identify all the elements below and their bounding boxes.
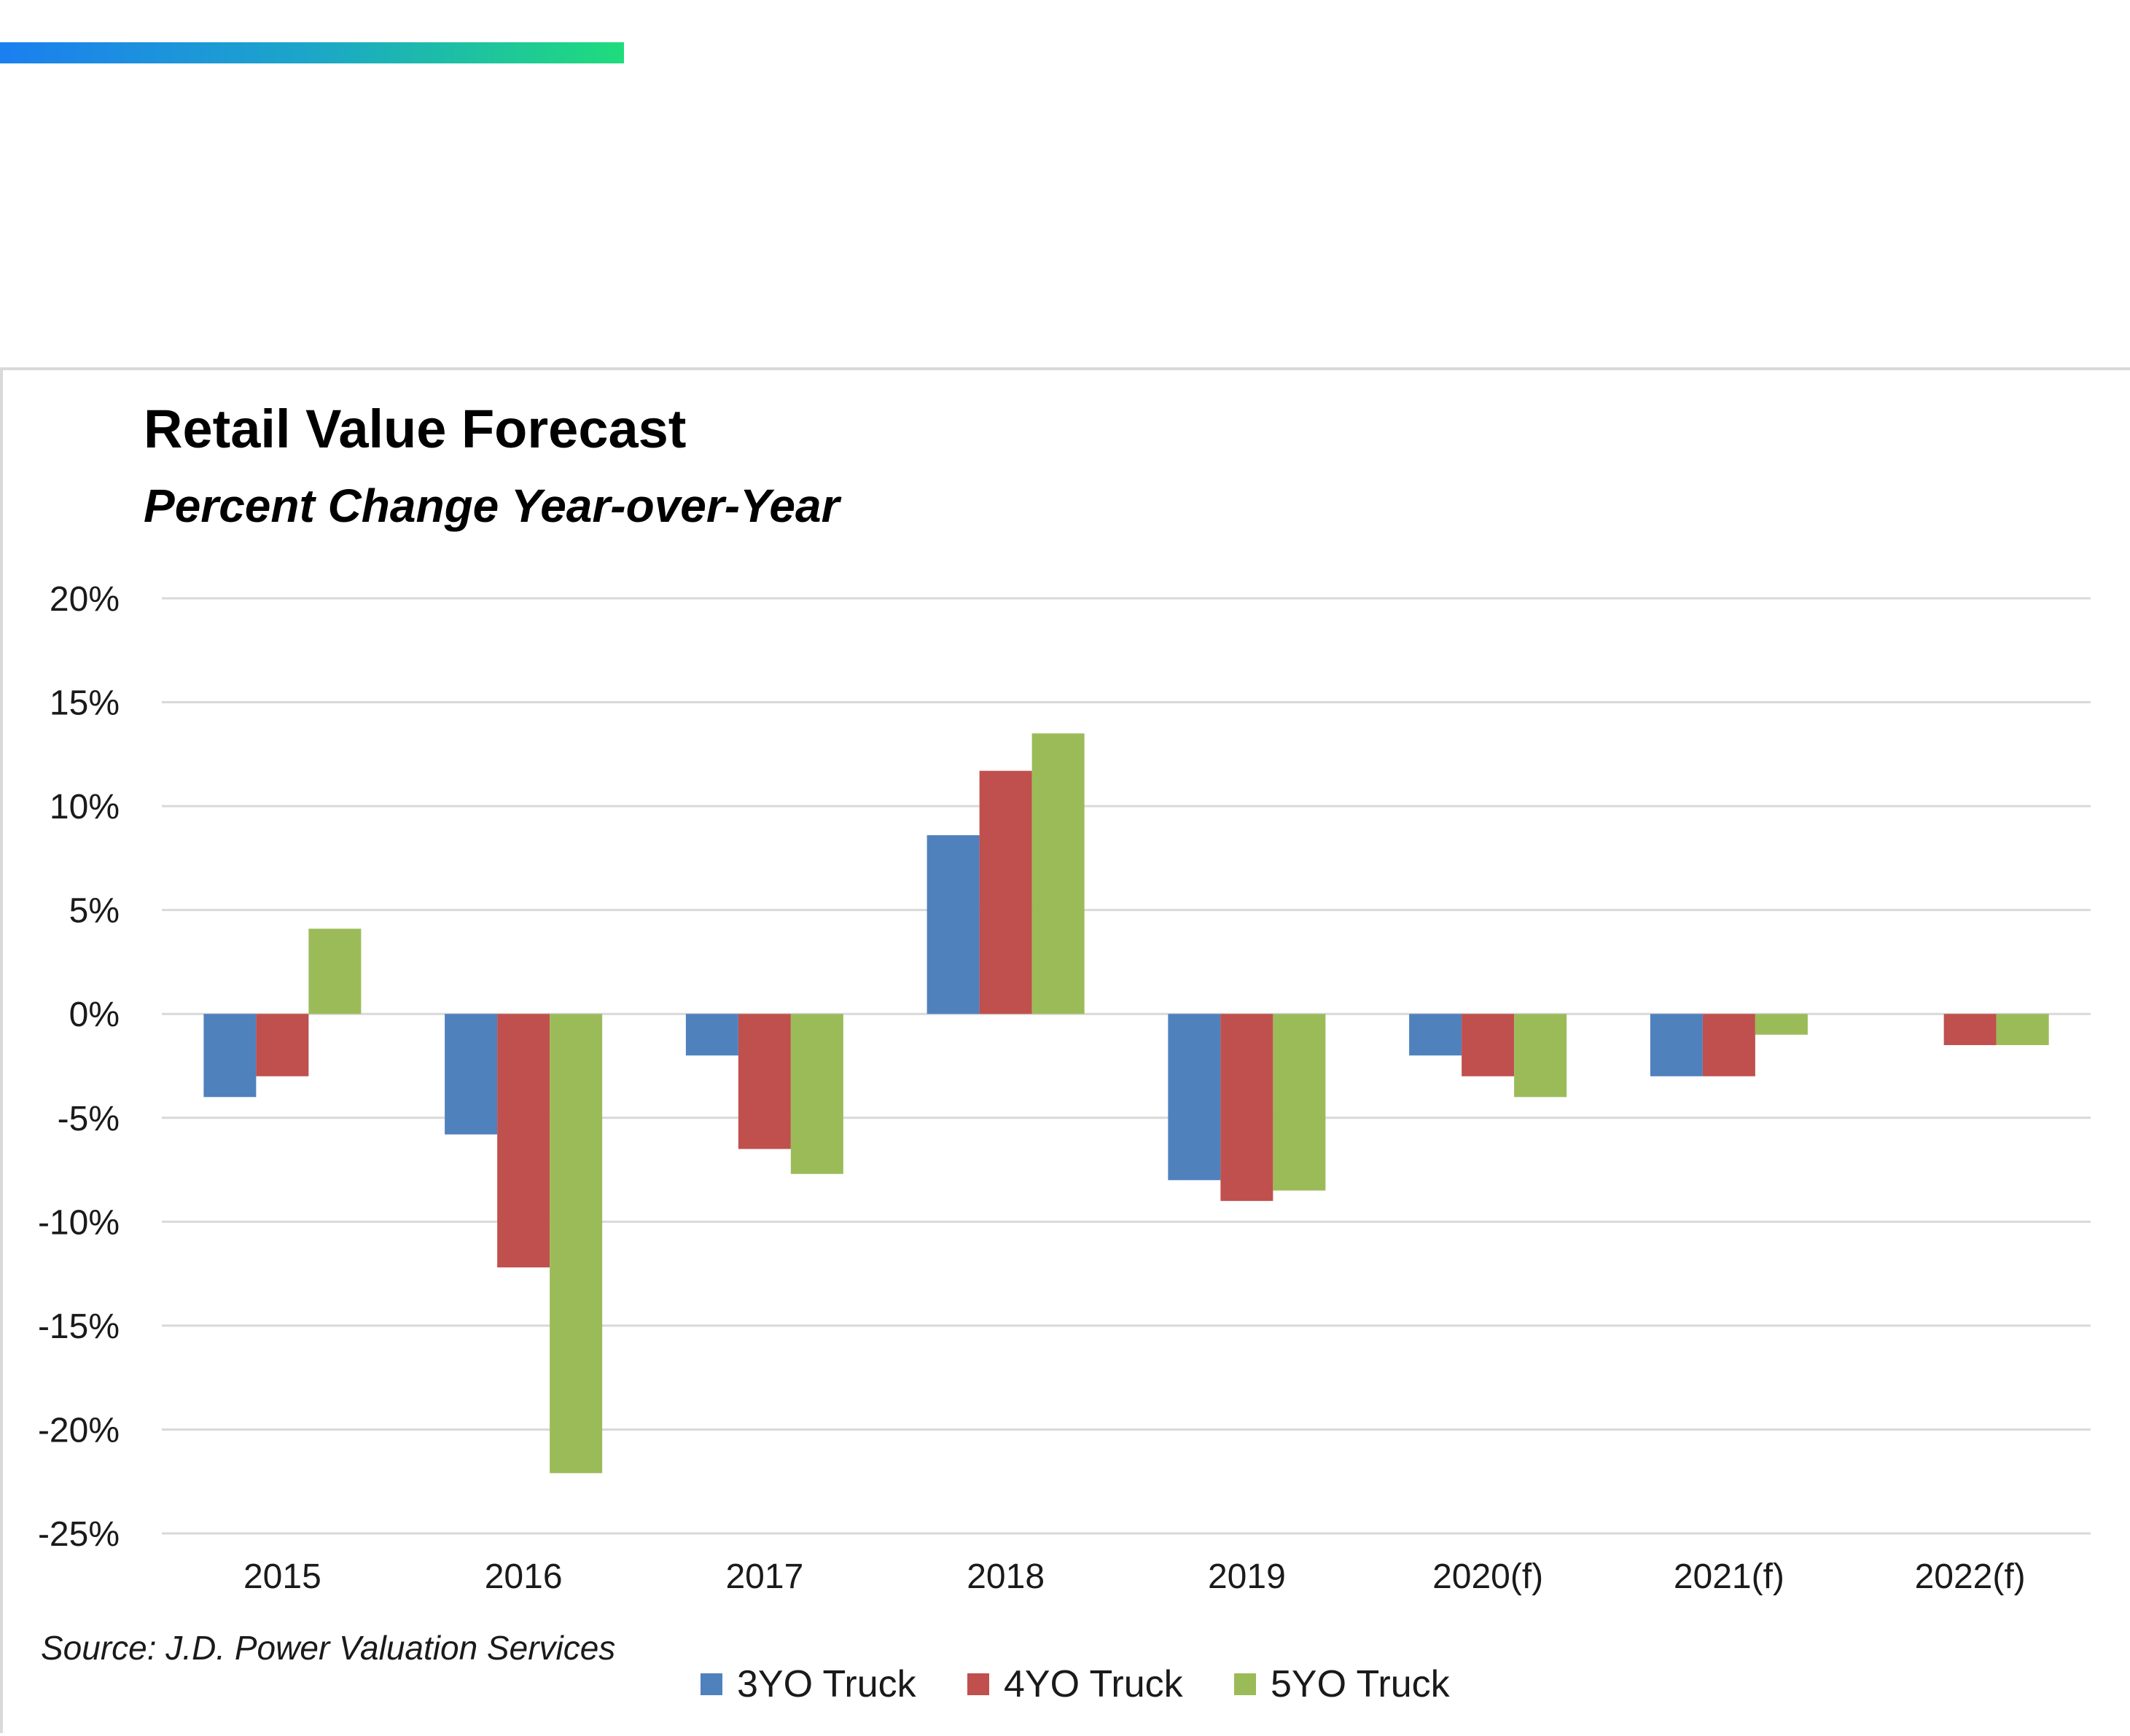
- x-tick-label: 2017: [725, 1557, 803, 1596]
- legend-swatch: [1234, 1673, 1256, 1695]
- bar: [497, 1014, 550, 1268]
- y-tick-label: -5%: [58, 1100, 120, 1138]
- y-tick-label: 10%: [50, 788, 120, 826]
- chart-panel: Retail Value Forecast Percent Change Yea…: [0, 367, 2130, 1733]
- bar: [1702, 1014, 1755, 1076]
- bar-chart: Retail Value Forecast Percent Change Yea…: [38, 399, 2091, 1705]
- bar: [1650, 1014, 1703, 1076]
- y-tick-label: 5%: [69, 892, 120, 931]
- y-tick-label: -25%: [38, 1515, 120, 1554]
- x-axis-labels: 2015 2016 2017 2018 2019 2020(f) 2021(f) 2022(f…: [243, 1557, 2026, 1596]
- bar: [203, 1014, 257, 1098]
- chart-title: Retail Value Forecast: [144, 399, 686, 459]
- x-tick-label: 2022(f): [1915, 1557, 2026, 1596]
- legend-label: 5YO Truck: [1271, 1663, 1451, 1705]
- bar: [685, 1014, 738, 1056]
- bar: [1273, 1014, 1326, 1191]
- bar: [1514, 1014, 1567, 1098]
- y-tick-label: -10%: [38, 1203, 120, 1242]
- bar: [256, 1014, 309, 1076]
- legend-label: 4YO Truck: [1004, 1663, 1184, 1705]
- bar: [308, 928, 362, 1014]
- y-tick-label: -20%: [38, 1411, 120, 1450]
- legend-swatch: [701, 1673, 722, 1695]
- bar: [1220, 1014, 1273, 1201]
- bar: [1996, 1014, 2049, 1045]
- legend: 3YO Truck 4YO Truck 5YO Truck: [701, 1663, 1451, 1705]
- bar: [1462, 1014, 1515, 1076]
- x-tick-label: 2016: [485, 1557, 563, 1596]
- x-tick-label: 2019: [1208, 1557, 1286, 1596]
- bar: [926, 835, 980, 1014]
- legend-label: 3YO Truck: [737, 1663, 917, 1705]
- bar: [738, 1014, 791, 1149]
- x-tick-label: 2021(f): [1674, 1557, 1784, 1596]
- y-axis-labels: 20% 15% 10% 5% 0% -5% -10% -15% -20% -25%: [38, 580, 120, 1554]
- bar: [979, 770, 1032, 1014]
- bar: [1755, 1014, 1808, 1035]
- bars: [203, 733, 2049, 1474]
- chart-subtitle: Percent Change Year-over-Year: [144, 480, 842, 532]
- legend-swatch: [967, 1673, 989, 1695]
- header-accent-bar: [0, 42, 624, 63]
- bar: [1409, 1014, 1462, 1056]
- y-tick-label: -15%: [38, 1307, 120, 1346]
- bar: [550, 1014, 603, 1474]
- bar: [1943, 1014, 1997, 1045]
- y-tick-label: 0%: [69, 996, 120, 1034]
- x-tick-label: 2015: [243, 1557, 321, 1596]
- bar: [1168, 1014, 1221, 1181]
- y-tick-label: 15%: [50, 684, 120, 723]
- bar: [1031, 733, 1085, 1014]
- bar: [790, 1014, 843, 1174]
- x-tick-label: 2018: [967, 1557, 1045, 1596]
- x-tick-label: 2020(f): [1432, 1557, 1543, 1596]
- bar: [445, 1014, 498, 1135]
- source-note: Source: J.D. Power Valuation Services: [41, 1629, 615, 1667]
- y-tick-label: 20%: [50, 580, 120, 619]
